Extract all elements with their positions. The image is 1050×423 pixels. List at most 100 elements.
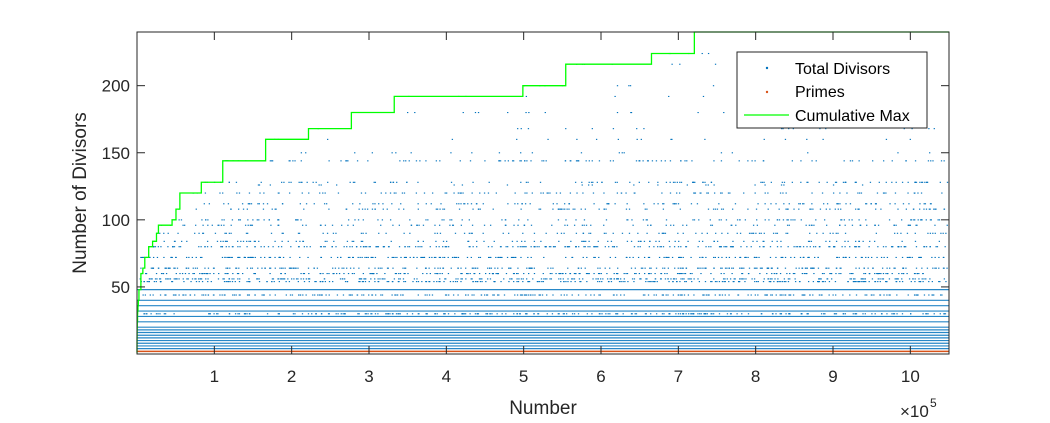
divisor-point — [672, 181, 675, 183]
divisor-point — [902, 267, 905, 269]
divisor-point — [774, 224, 776, 226]
divisor-point — [205, 278, 207, 280]
divisor-point — [261, 267, 263, 269]
divisor-point — [362, 273, 364, 275]
divisor-point — [722, 278, 725, 280]
divisor-point — [764, 294, 766, 296]
divisor-point — [527, 181, 529, 183]
divisor-point — [739, 281, 741, 283]
divisor-point — [238, 192, 241, 194]
divisor-point — [771, 267, 773, 269]
divisor-point — [534, 246, 536, 248]
divisor-point — [449, 281, 452, 283]
divisor-point — [642, 219, 645, 221]
divisor-point — [315, 313, 317, 315]
divisor-point — [421, 246, 423, 248]
divisor-point — [409, 232, 411, 234]
divisor-point — [210, 281, 212, 283]
divisor-point — [918, 273, 920, 275]
divisor-point — [640, 138, 642, 140]
divisor-point — [657, 203, 659, 205]
divisor-point — [248, 256, 250, 258]
divisor-point — [687, 240, 689, 242]
divisor-point — [598, 208, 600, 210]
divisor-point — [714, 63, 717, 65]
divisor-point — [845, 256, 847, 258]
divisor-point — [862, 313, 864, 315]
divisor-point — [367, 256, 369, 258]
divisor-point — [564, 224, 566, 226]
divisor-point — [908, 203, 910, 205]
divisor-point — [837, 203, 839, 205]
divisor-point — [158, 267, 160, 269]
divisor-point — [845, 203, 847, 205]
divisor-point — [724, 281, 726, 283]
divisor-point — [946, 224, 948, 226]
divisor-point — [431, 256, 433, 258]
divisor-point — [492, 273, 494, 275]
divisor-point — [547, 192, 549, 194]
divisor-point — [165, 294, 167, 296]
divisor-point — [593, 246, 595, 248]
divisor-point — [563, 232, 565, 234]
divisor-point — [594, 246, 597, 248]
divisor-point — [731, 267, 733, 269]
divisor-point — [194, 267, 197, 269]
divisor-point — [886, 313, 888, 315]
divisor-point — [598, 294, 600, 296]
divisor-point — [461, 273, 463, 275]
divisor-point — [914, 278, 916, 280]
divisor-point — [465, 278, 467, 280]
divisor-point — [404, 256, 407, 258]
divisor-point — [297, 278, 299, 280]
divisor-point — [886, 281, 888, 283]
divisor-point — [195, 281, 198, 283]
divisor-point — [486, 294, 488, 296]
divisor-point — [677, 246, 680, 248]
divisor-point — [918, 281, 920, 283]
divisor-point — [766, 273, 768, 275]
divisor-point — [228, 256, 231, 258]
divisor-point — [611, 246, 614, 248]
divisor-point — [612, 232, 614, 234]
divisor-point — [894, 278, 896, 280]
divisor-point — [779, 294, 781, 296]
divisor-point — [341, 267, 343, 269]
divisor-point — [920, 256, 922, 258]
divisor-point — [652, 281, 654, 283]
divisor-point — [223, 219, 225, 221]
divisor-point — [891, 181, 893, 183]
divisor-point — [509, 267, 511, 269]
divisor-point — [486, 294, 489, 296]
divisor-point — [721, 256, 723, 258]
divisor-point — [201, 281, 204, 283]
divisor-point — [575, 246, 577, 248]
divisor-point — [403, 256, 406, 258]
divisor-point — [681, 267, 683, 269]
divisor-point — [155, 281, 157, 283]
divisor-point — [319, 281, 321, 283]
divisor-point — [299, 294, 302, 296]
divisor-point — [919, 281, 922, 283]
divisor-point — [660, 278, 662, 280]
legend-label-cumulative-max: Cumulative Max — [795, 108, 910, 125]
divisor-point — [391, 152, 393, 154]
divisor-point — [862, 281, 864, 283]
divisor-point — [422, 273, 424, 275]
divisor-point — [517, 281, 520, 283]
divisor-point — [233, 278, 235, 280]
divisor-point — [169, 278, 172, 280]
divisor-point — [262, 294, 265, 296]
divisor-point — [437, 267, 439, 269]
divisor-point — [185, 267, 187, 269]
divisor-point — [439, 267, 441, 269]
divisor-point — [443, 256, 446, 258]
divisor-point — [638, 181, 640, 183]
divisor-point — [735, 224, 737, 226]
divisor-point — [417, 313, 419, 315]
divisor-point — [564, 208, 566, 210]
divisor-point — [758, 232, 761, 234]
divisor-point — [451, 219, 453, 221]
divisor-point — [242, 208, 245, 210]
total-divisors-scatter — [137, 52, 949, 350]
